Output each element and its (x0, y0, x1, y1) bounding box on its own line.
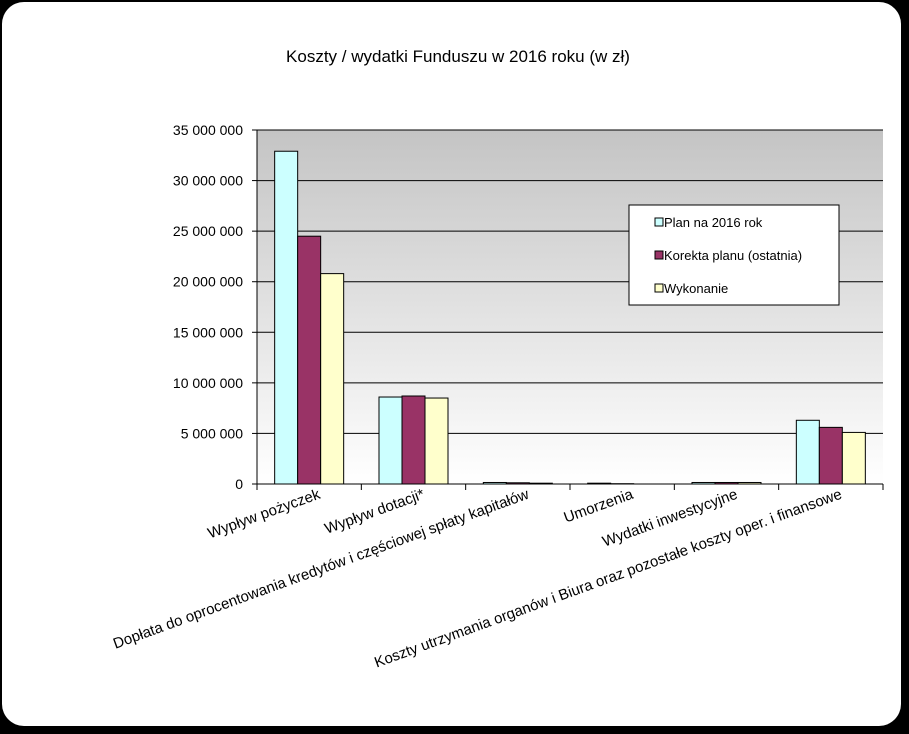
chart-title: Koszty / wydatki Funduszu w 2016 roku (w… (286, 47, 630, 66)
x-tick-label: Umorzenia (562, 486, 637, 527)
legend-label: Plan na 2016 rok (664, 215, 763, 230)
legend-swatch (654, 217, 664, 227)
y-tick-label: 35 000 000 (173, 122, 243, 138)
y-tick-label: 25 000 000 (173, 223, 243, 239)
y-tick-label: 15 000 000 (173, 324, 243, 340)
bar (274, 150, 299, 485)
legend-swatch (654, 283, 664, 293)
bar (297, 235, 322, 485)
bar (424, 397, 449, 485)
y-tick-label: 30 000 000 (173, 173, 243, 189)
x-tick-label: Koszty utrzymania organów i Biura oraz p… (372, 486, 844, 672)
legend-box (628, 204, 840, 306)
y-tick-label: 0 (235, 476, 243, 492)
x-axis: Wypływ pożyczek Wypływ dotacji*Dopłata do… (111, 483, 884, 672)
bar (795, 419, 820, 485)
x-tick-label: Wypływ pożyczek (206, 486, 323, 543)
legend: Plan na 2016 rok Korekta planu (ostatnia)… (628, 204, 840, 306)
bar (401, 395, 426, 485)
bar (320, 273, 345, 485)
y-tick-label: 10 000 000 (173, 375, 243, 391)
bar (818, 426, 843, 485)
y-tick-label: 20 000 000 (173, 274, 243, 290)
legend-label: Korekta planu (ostatnia) (664, 248, 802, 263)
plot-area (257, 130, 883, 484)
y-tick-label: 5 000 000 (181, 425, 243, 441)
bar (378, 396, 403, 485)
gridlines (257, 129, 883, 434)
legend-label: Wykonanie (664, 281, 728, 296)
y-axis: 0 5 000 000 10 000 000 15 000 000 20 000 000… (173, 122, 258, 492)
legend-swatch (654, 250, 664, 260)
bar (841, 431, 866, 485)
